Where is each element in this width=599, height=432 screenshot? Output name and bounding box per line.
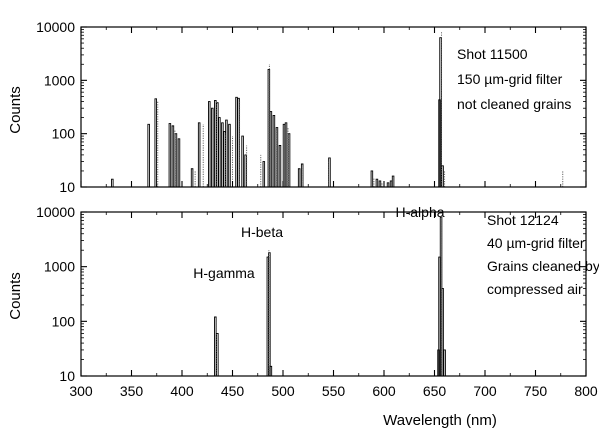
bottom-series-0-line-1 [216, 333, 219, 376]
top-series-0-line-0 [111, 178, 114, 187]
peak-label-h-beta: H-beta [241, 224, 283, 240]
top-series-0-line-2 [154, 98, 157, 187]
top-series-0-line-8 [197, 122, 201, 187]
bottom-ylabel: Counts [7, 272, 24, 320]
top-series-0-line-20 [241, 135, 244, 187]
top-series-0-line-4 [171, 125, 175, 187]
top-annotation-line-3: not cleaned grains [457, 96, 571, 112]
top-series-0-line-1 [147, 123, 150, 187]
top-ylabel: Counts [7, 86, 24, 134]
top-series-0-line-14 [221, 122, 224, 187]
top-series-0-line-39 [391, 175, 395, 187]
top-series-0-line-29 [284, 122, 288, 187]
top-series-0-line-22 [262, 161, 266, 187]
top-series-0-line-19 [237, 97, 240, 187]
bottom-annotation-line-2: 40 µm-grid filter [487, 235, 585, 251]
bottom-ytick-label-1000: 1000 [44, 259, 75, 275]
top-series-0-line-18 [235, 96, 238, 187]
bottom-annotation-line-4: compressed air [487, 281, 583, 297]
peak-label-h-gamma: H-gamma [193, 265, 255, 281]
top-series-0-line-35 [375, 178, 379, 187]
bottom-panel: 10 100 1000 10000 300 350 400 450 500 550 600 650 70… [7, 204, 599, 429]
top-annotation-line-1: Shot 11500 [457, 46, 528, 62]
top-series-0-line-17 [228, 123, 231, 187]
top-series-0-line-12 [216, 102, 219, 187]
top-series-0-line-21 [244, 154, 247, 187]
top-series-0-line-10 [211, 107, 214, 187]
top-panel: 10 100 1000 10000 Counts Shot 11500 150 µm-… [7, 19, 587, 195]
bottom-series-0-line-9 [443, 349, 446, 376]
bottom-series-0-line-3 [268, 252, 271, 376]
top-ytick-label-10: 10 [59, 179, 75, 195]
top-ticks: 10 100 1000 10000 [36, 19, 587, 195]
bottom-xtick-label-800: 800 [574, 383, 598, 399]
top-series [111, 32, 564, 187]
bottom-annotation-line-1: Shot 12124 [487, 212, 559, 228]
top-series-0-line-30 [287, 133, 291, 187]
top-series-0-line-27 [278, 145, 282, 187]
bottom-ytick-label-100: 100 [52, 313, 76, 329]
top-series-0-line-32 [300, 163, 304, 187]
xlabel: Wavelength (nm) [383, 412, 497, 429]
bottom-ticks: 10 100 1000 10000 300 350 400 450 500 550 600 650 70… [36, 204, 598, 399]
top-series-0-line-16 [225, 119, 228, 187]
bottom-series-0-line-4 [269, 365, 273, 376]
bottom-xtick-label-750: 750 [524, 383, 548, 399]
bottom-xtick-label-600: 600 [372, 383, 396, 399]
top-series-0-line-9 [208, 101, 211, 187]
top-series-0-line-26 [275, 127, 279, 187]
top-series-0-line-5 [174, 133, 178, 187]
top-ytick-label-10000: 10000 [36, 19, 75, 35]
bottom-xtick-label-500: 500 [271, 383, 295, 399]
top-series-0-line-38 [389, 180, 393, 187]
bottom-xtick-label-450: 450 [221, 383, 245, 399]
peak-label-h-alpha: H-alpha [395, 204, 444, 220]
top-series-0-line-31 [297, 168, 301, 187]
bottom-xtick-label-700: 700 [473, 383, 497, 399]
bottom-annotation-line-3: Grains cleaned by [487, 258, 599, 274]
top-series-0-line-25 [272, 114, 276, 187]
top-series-0-line-7 [190, 168, 194, 187]
bottom-series [214, 215, 446, 376]
top-series-0-line-6 [177, 138, 181, 187]
bottom-xtick-label-350: 350 [120, 383, 144, 399]
top-series-0-line-36 [378, 180, 382, 187]
bottom-xtick-label-550: 550 [322, 383, 346, 399]
bottom-xtick-label-300: 300 [69, 383, 93, 399]
top-annotation-line-2: 150 µm-grid filter [457, 71, 563, 87]
bottom-ytick-label-10000: 10000 [36, 204, 75, 220]
bottom-xtick-label-650: 650 [423, 383, 447, 399]
top-series-0-line-34 [370, 170, 374, 187]
top-series-0-line-13 [218, 117, 221, 187]
bottom-ytick-label-10: 10 [59, 368, 75, 384]
top-series-0-line-24 [269, 111, 273, 187]
top-series-0-line-28 [282, 123, 286, 187]
top-series-0-line-37 [386, 182, 390, 187]
top-series-0-line-3 [168, 123, 172, 187]
top-ytick-label-1000: 1000 [44, 72, 75, 88]
top-ytick-label-100: 100 [52, 126, 76, 142]
bottom-xtick-label-400: 400 [170, 383, 194, 399]
